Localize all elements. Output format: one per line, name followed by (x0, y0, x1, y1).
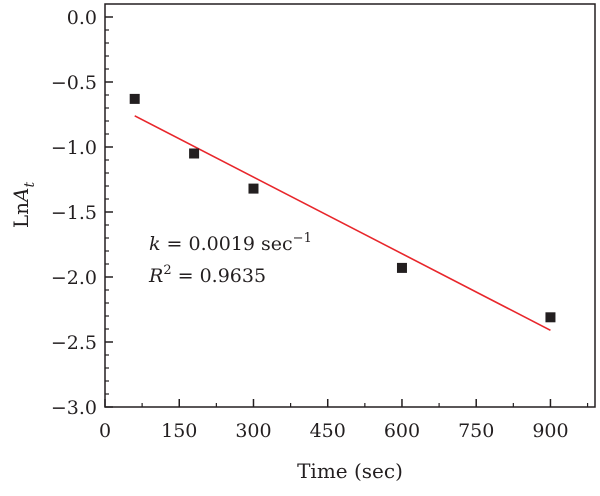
y-tick-label: −1.5 (51, 202, 97, 224)
series-layer (129, 93, 556, 332)
data-point (248, 183, 259, 194)
y-tick-label: −2.0 (51, 267, 97, 289)
y-tick-label: −3.0 (51, 397, 97, 419)
x-tick-label: 150 (161, 420, 197, 442)
y-axis-title-subscript: t (22, 182, 38, 188)
data-point (129, 93, 140, 104)
r-squared-annotation: R2 = 0.9635 (148, 263, 266, 287)
fit-line (134, 115, 551, 332)
x-tick-label: 450 (310, 420, 346, 442)
x-tick-label: 300 (235, 420, 271, 442)
r-superscript: 2 (163, 263, 171, 278)
x-tick-label: 0 (99, 420, 111, 442)
minor-ticks (105, 29, 589, 407)
data-point (545, 312, 556, 323)
data-point (189, 148, 200, 159)
x-axis-title: Time (sec) (297, 459, 403, 483)
major-ticks (104, 16, 552, 408)
k-symbol: k (149, 233, 161, 255)
k-value: = 0.0019 sec (161, 233, 293, 255)
rate-constant-annotation: k = 0.0019 sec−1 (149, 231, 312, 255)
r-value: = 0.9635 (172, 265, 266, 287)
x-tick-label: 900 (532, 420, 568, 442)
x-tick-label: 750 (458, 420, 494, 442)
x-tick-label: 600 (384, 420, 420, 442)
plot-frame (104, 3, 596, 408)
y-axis-title-main: Ln (9, 202, 33, 228)
data-point (396, 262, 407, 273)
tick-labels: 0 150 300 450 600 750 900 0.0 −0.5 −1.0 −1.5 −2.0 −2… (51, 7, 569, 442)
y-axis-title-italic: A (9, 188, 33, 204)
y-tick-label: −0.5 (51, 72, 97, 94)
y-axis-title: LnAt (9, 182, 38, 229)
r-symbol: R (148, 265, 163, 287)
y-tick-label: −2.5 (51, 332, 97, 354)
y-tick-label: 0.0 (67, 7, 97, 29)
y-tick-label: −1.0 (51, 137, 97, 159)
k-superscript: −1 (293, 231, 312, 246)
